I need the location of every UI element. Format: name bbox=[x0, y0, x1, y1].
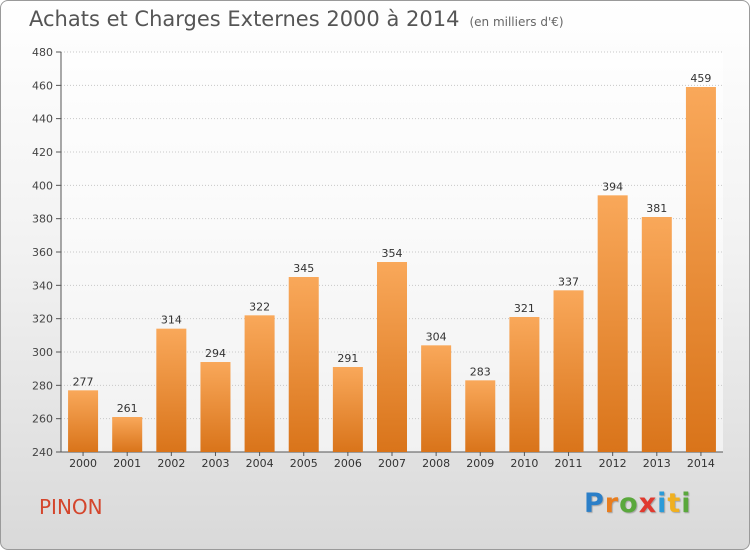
data-label: 304 bbox=[426, 330, 447, 343]
logo-letter: t bbox=[667, 488, 682, 519]
y-tick-label: 260 bbox=[32, 413, 53, 426]
x-tick-label: 2008 bbox=[422, 457, 450, 470]
y-tick-label: 360 bbox=[32, 246, 53, 259]
logo-letter: i bbox=[657, 488, 668, 519]
x-tick-label: 2001 bbox=[113, 457, 141, 470]
y-tick-label: 280 bbox=[32, 379, 53, 392]
bar bbox=[641, 217, 672, 452]
chart-subtitle: (en milliers d'€) bbox=[469, 15, 564, 29]
logo-letter: r bbox=[604, 488, 620, 519]
x-tick-label: 2004 bbox=[246, 457, 274, 470]
x-tick-label: 2013 bbox=[643, 457, 671, 470]
x-tick-label: 2010 bbox=[510, 457, 538, 470]
bar bbox=[685, 87, 716, 452]
data-label: 345 bbox=[293, 262, 314, 275]
bar bbox=[332, 367, 363, 452]
bar bbox=[421, 345, 452, 452]
bar bbox=[200, 362, 231, 452]
data-label: 261 bbox=[117, 402, 138, 415]
y-tick-label: 480 bbox=[32, 46, 53, 59]
bar bbox=[112, 417, 143, 452]
bar bbox=[376, 262, 408, 452]
x-tick-label: 2014 bbox=[687, 457, 715, 470]
x-tick-label: 2002 bbox=[157, 457, 185, 470]
x-tick-label: 2003 bbox=[201, 457, 229, 470]
y-tick-label: 460 bbox=[32, 79, 53, 92]
bar bbox=[465, 380, 496, 452]
y-tick-label: 240 bbox=[32, 446, 53, 459]
data-label: 294 bbox=[205, 347, 226, 360]
data-label: 291 bbox=[337, 352, 358, 365]
y-tick-label: 300 bbox=[32, 346, 53, 359]
x-tick-label: 2009 bbox=[466, 457, 494, 470]
logo-letter: P bbox=[584, 488, 605, 519]
y-tick-label: 380 bbox=[32, 213, 53, 226]
y-tick-label: 320 bbox=[32, 313, 53, 326]
bar bbox=[597, 195, 628, 453]
x-tick-label: 2007 bbox=[378, 457, 406, 470]
commune-name: PINON bbox=[39, 495, 103, 519]
data-label: 322 bbox=[249, 300, 270, 313]
proxiti-logo: Proxiti bbox=[584, 488, 692, 519]
logo-letter: x bbox=[638, 488, 658, 519]
x-tick-label: 2011 bbox=[555, 457, 583, 470]
bar bbox=[288, 277, 319, 452]
data-label: 394 bbox=[602, 180, 623, 193]
data-label: 354 bbox=[382, 247, 403, 260]
y-tick-label: 440 bbox=[32, 113, 53, 126]
data-label: 321 bbox=[514, 302, 535, 315]
bar bbox=[553, 290, 584, 452]
y-tick-label: 340 bbox=[32, 279, 53, 292]
y-tick-label: 400 bbox=[32, 179, 53, 192]
x-tick-label: 2000 bbox=[69, 457, 97, 470]
chart-title: Achats et Charges Externes 2000 à 2014 (e… bbox=[29, 7, 564, 31]
bar bbox=[156, 328, 187, 452]
x-tick-label: 2005 bbox=[290, 457, 318, 470]
title-text: Achats et Charges Externes 2000 à 2014 bbox=[29, 7, 460, 31]
data-label: 277 bbox=[73, 375, 94, 388]
data-label: 381 bbox=[646, 202, 667, 215]
x-tick-label: 2012 bbox=[599, 457, 627, 470]
data-label: 459 bbox=[690, 72, 711, 85]
bar bbox=[68, 390, 99, 452]
bar bbox=[244, 315, 275, 452]
data-label: 283 bbox=[470, 365, 491, 378]
bar bbox=[509, 317, 540, 452]
y-tick-label: 420 bbox=[32, 146, 53, 159]
logo-letter: i bbox=[681, 488, 692, 519]
x-tick-label: 2006 bbox=[334, 457, 362, 470]
data-label: 314 bbox=[161, 314, 182, 327]
logo-letter: o bbox=[619, 488, 639, 519]
data-label: 337 bbox=[558, 275, 579, 288]
